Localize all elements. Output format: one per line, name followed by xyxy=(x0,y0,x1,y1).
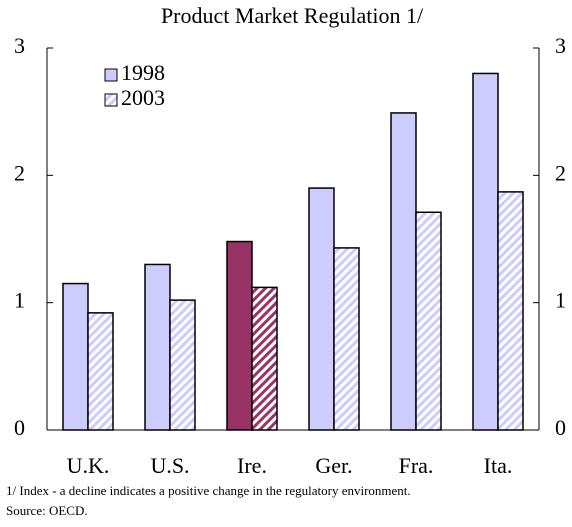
bar xyxy=(497,191,524,431)
bar xyxy=(144,263,171,431)
bar xyxy=(308,187,335,431)
y-tick-label: 1 xyxy=(14,288,25,313)
y2-tick-label: 3 xyxy=(555,33,566,58)
y2-tick-label: 0 xyxy=(555,415,566,440)
chart-title: Product Market Regulation 1/ xyxy=(161,3,424,28)
x-tick-label: U.S. xyxy=(150,453,189,478)
legend-label: 2003 xyxy=(121,85,165,110)
footnote: 1/ Index - a decline indicates a positiv… xyxy=(6,483,411,498)
y2-tick-label: 1 xyxy=(555,288,566,313)
x-tick-label: Ger. xyxy=(315,453,352,478)
bar xyxy=(415,211,442,431)
legend-label: 1998 xyxy=(121,60,165,85)
bar xyxy=(390,112,417,431)
legend-swatch xyxy=(104,93,118,107)
bar xyxy=(169,299,196,431)
bar xyxy=(226,240,253,431)
bar xyxy=(251,286,278,431)
bar xyxy=(87,312,114,431)
bar xyxy=(333,247,360,431)
x-tick-label: Fra. xyxy=(399,453,434,478)
y2-tick-label: 2 xyxy=(555,160,566,185)
source: Source: OECD. xyxy=(6,503,88,518)
y-tick-label: 3 xyxy=(14,33,25,58)
x-tick-label: U.K. xyxy=(67,453,110,478)
y-tick-label: 2 xyxy=(14,160,25,185)
legend-swatch xyxy=(104,68,118,82)
x-tick-label: Ita. xyxy=(484,453,513,478)
x-tick-label: Ire. xyxy=(237,453,267,478)
bar xyxy=(472,72,499,431)
y-tick-label: 0 xyxy=(14,415,25,440)
bar xyxy=(62,282,89,431)
